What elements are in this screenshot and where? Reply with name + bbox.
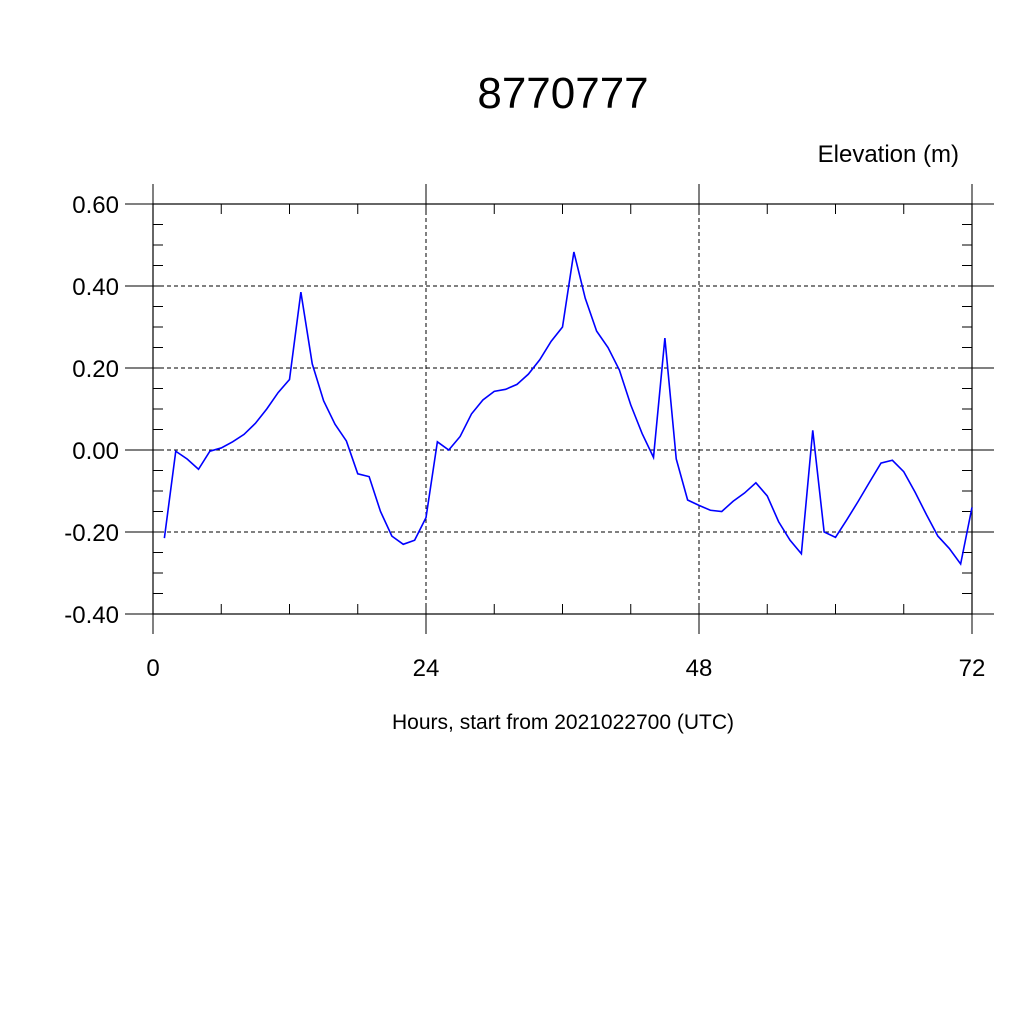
y-tick-labels: -0.40 -0.20 0.00 0.20 0.40 0.60 — [64, 192, 119, 629]
chart-title: 8770777 — [477, 69, 648, 118]
series-layer — [163, 251, 973, 566]
x-tick-label: 48 — [686, 655, 713, 682]
plot-frame — [152, 203, 973, 615]
x-tick-labels: 0 24 48 72 — [146, 655, 985, 682]
y-tick-label: 0.00 — [72, 438, 119, 465]
y-tick-label: -0.40 — [64, 602, 119, 629]
x-tick-label: 24 — [413, 655, 440, 682]
x-axis-label: Hours, start from 2021022700 (UTC) — [392, 711, 734, 734]
series-line — [163, 251, 973, 566]
y-tick-label: 0.20 — [72, 356, 119, 383]
y-tick-label: 0.60 — [72, 192, 119, 219]
x-tick-label: 72 — [959, 655, 986, 682]
x-tick-label: 0 — [146, 655, 159, 682]
y-tick-label: 0.40 — [72, 274, 119, 301]
y-axis-label: Elevation (m) — [818, 141, 959, 168]
y-tick-label: -0.20 — [64, 520, 119, 547]
